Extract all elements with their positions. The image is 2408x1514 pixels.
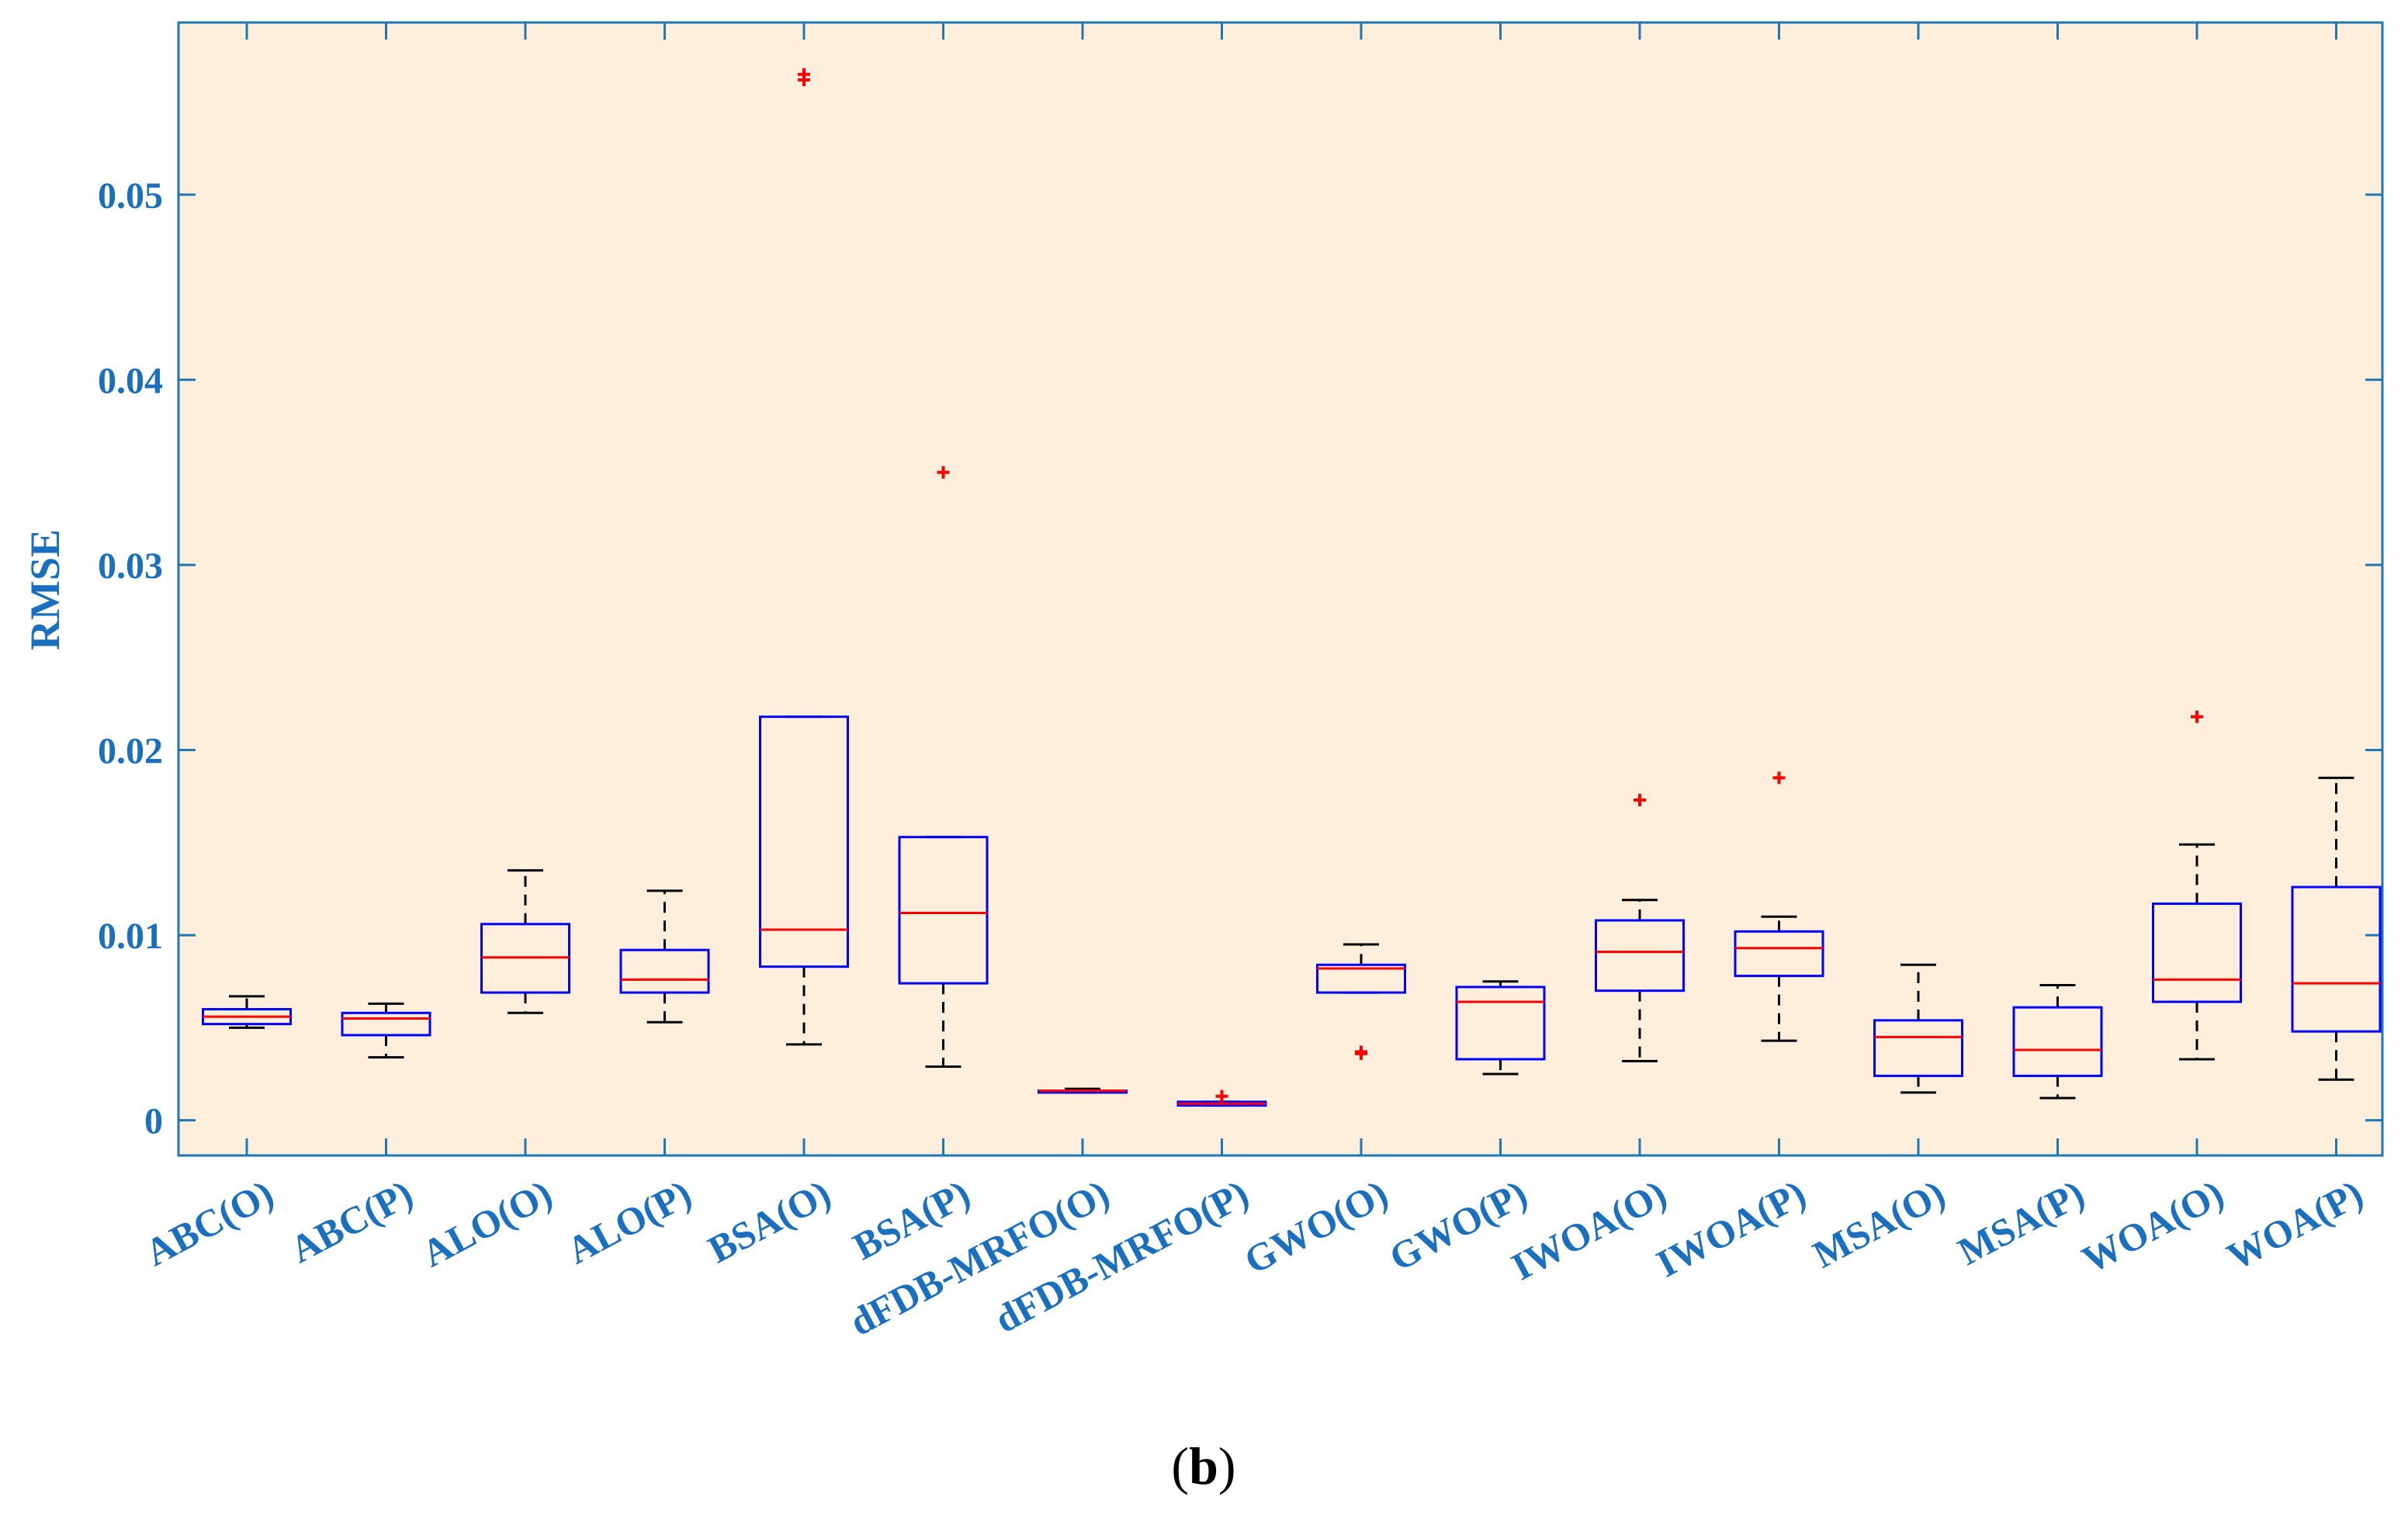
box-group [480,869,570,1014]
x-tick-label: GWO(O) [1237,1171,1395,1282]
box-group [1455,980,1546,1076]
x-tick-label: MSA(P) [1951,1171,2091,1273]
box-series [202,68,2382,1107]
box-group [1176,1090,1267,1107]
box-group [759,68,849,1046]
box-iqr [2012,1006,2103,1077]
x-tick-label: BSA(O) [701,1171,837,1271]
y-tick-label: 0.02 [98,731,163,772]
box-iqr [759,715,849,968]
caption-letter: b [1189,1436,1218,1495]
x-tick-label: MSA(O) [1806,1171,1952,1277]
outlier-marker [798,68,810,81]
box-iqr [2152,903,2242,1003]
box-group [1734,771,1824,1042]
y-tick-label: 0.01 [98,916,163,957]
outlier-marker [2191,710,2203,723]
outlier-marker [1355,1045,1367,1058]
y-tick-label: 0 [144,1101,163,1142]
box-group [1316,943,1406,1060]
y-tick-label: 0.04 [98,360,163,401]
x-tick-label: IWOA(P) [1649,1171,1812,1285]
box-group [1595,793,1685,1062]
box-group [2291,776,2382,1081]
x-tick-label: WOA(O) [2075,1171,2230,1281]
outlier-marker [1634,793,1646,806]
box-group [1873,963,1963,1094]
box-iqr [341,1011,431,1037]
x-tick-label: ABC(O) [138,1171,280,1274]
box-group [1038,1087,1128,1094]
box-group [2152,710,2242,1061]
box-iqr [898,836,989,985]
outlier-marker [937,466,950,479]
y-tick-label: 0.05 [98,175,163,217]
y-tick-label: 0.03 [98,546,163,587]
outlier-marker [1772,771,1786,785]
caption-open-paren: ( [1171,1436,1189,1495]
box-group [898,466,989,1068]
figure-caption: (b) [1171,1436,1235,1495]
y-axis-label: RMSE [22,529,68,650]
box-iqr [2291,885,2382,1033]
outlier-marker [1215,1090,1228,1103]
box-group [619,889,710,1024]
x-tick-label: ALO(O) [414,1171,559,1275]
box-group [2012,984,2103,1100]
box-iqr [1595,919,1685,993]
y-axis-ticks: 0 0.01 0.02 0.03 0.04 0.05 [98,175,2382,1142]
box-iqr [1316,963,1406,994]
box-group [341,1002,431,1059]
box-group [202,995,292,1029]
x-tick-label: IWOA(O) [1505,1171,1674,1288]
plot-frame [177,21,2384,1157]
box-iqr [1873,1019,1963,1077]
x-tick-label: ABC(P) [283,1171,420,1271]
box-iqr [1734,930,1824,978]
x-tick-label: WOA(P) [2220,1171,2370,1278]
caption-close-paren: ) [1218,1436,1236,1495]
box-iqr [1455,986,1546,1061]
plot-area [178,23,2382,1155]
x-tick-label: ALO(P) [560,1171,698,1272]
box-iqr [619,948,710,994]
